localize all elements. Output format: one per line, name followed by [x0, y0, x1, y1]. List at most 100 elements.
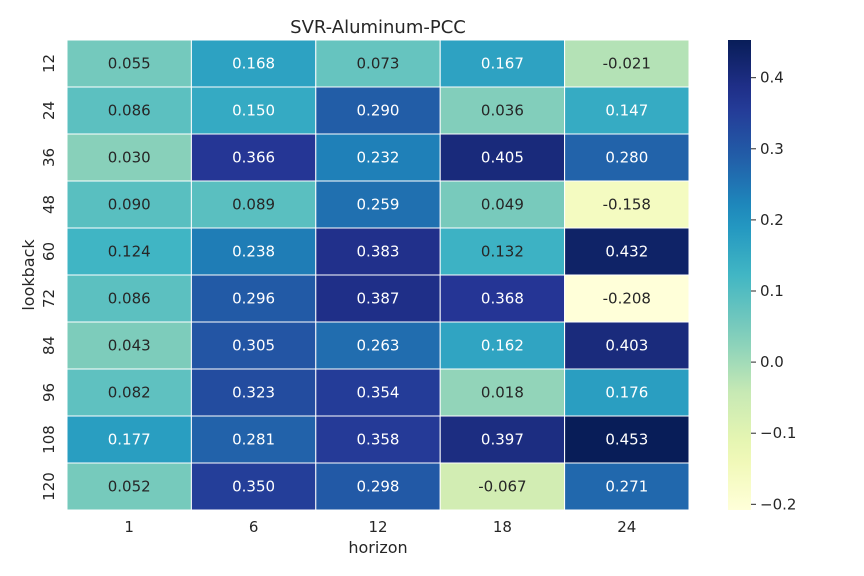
- heatmap-cell: [66, 368, 192, 417]
- cell-value-label: 0.232: [357, 149, 400, 167]
- cell-value-label: 0.383: [357, 243, 400, 261]
- y-tick-label: 72: [40, 289, 58, 308]
- y-tick-label: 24: [40, 101, 58, 120]
- y-tick-label: 84: [40, 336, 58, 355]
- cell-value-label: -0.208: [603, 290, 651, 308]
- colorbar-tick-label: −0.2: [760, 495, 796, 513]
- heatmap-cell: [564, 133, 690, 182]
- heatmap-cell: [564, 368, 690, 417]
- y-tick-label: 108: [40, 425, 58, 454]
- y-tick-label: 96: [40, 383, 58, 402]
- cell-value-label: 0.086: [108, 102, 151, 120]
- heatmap-cell: [564, 86, 690, 135]
- heatmap-cell: [315, 227, 441, 276]
- heatmap-cell: [564, 274, 690, 323]
- cell-value-label: 0.168: [232, 55, 275, 73]
- heatmap-cell: [66, 321, 192, 370]
- y-tick-label: 120: [40, 472, 58, 501]
- heatmap-cell: [190, 227, 317, 276]
- x-axis-title: horizon: [348, 538, 407, 557]
- heatmap-cell: [66, 462, 192, 511]
- cell-value-label: 0.177: [108, 431, 151, 449]
- heatmap-cell: [190, 274, 317, 323]
- heatmap-cell: [66, 227, 192, 276]
- heatmap-cell: [66, 180, 192, 229]
- x-tick-label: 1: [124, 518, 134, 536]
- heatmap-cell: [439, 274, 566, 323]
- heatmap-cell: [315, 86, 441, 135]
- chart-title: SVR-Aluminum-PCC: [290, 17, 466, 38]
- heatmap-cell: [439, 368, 566, 417]
- colorbar-ticks: 0.4 0.3 0.2 0.1 0.0 −0.1 −0.2: [751, 69, 796, 513]
- y-axis-title: lookback: [19, 239, 38, 311]
- heatmap-cell: [439, 133, 566, 182]
- heatmap-cell: [315, 274, 441, 323]
- cell-value-label: 0.036: [481, 102, 524, 120]
- cell-value-label: 0.089: [232, 196, 275, 214]
- cell-value-label: 0.281: [232, 431, 275, 449]
- y-tick-label: 48: [40, 195, 58, 214]
- heatmap-cell: [190, 462, 317, 511]
- cell-value-label: 0.090: [108, 196, 151, 214]
- cell-value-label: 0.368: [481, 290, 524, 308]
- y-tick-label: 12: [40, 54, 58, 73]
- colorbar: [728, 40, 751, 510]
- cell-value-label: 0.387: [357, 290, 400, 308]
- cell-value-label: 0.124: [108, 243, 151, 261]
- heatmap-cell: [66, 86, 192, 135]
- cell-value-label: 0.049: [481, 196, 524, 214]
- cell-value-label: 0.073: [357, 55, 400, 73]
- cell-value-label: 0.298: [357, 478, 400, 496]
- heatmap-cell: [315, 462, 441, 511]
- cell-value-label: 0.238: [232, 243, 275, 261]
- y-axis-ticks: 12 24 36 48 60 72 84 96 108 120: [40, 54, 58, 501]
- cell-value-label: 0.150: [232, 102, 275, 120]
- x-tick-label: 24: [617, 518, 636, 536]
- cell-value-label: 0.432: [605, 243, 648, 261]
- cell-value-label: 0.055: [108, 55, 151, 73]
- cell-value-label: 0.082: [108, 384, 151, 402]
- x-tick-label: 18: [493, 518, 512, 536]
- cell-value-label: -0.021: [603, 55, 651, 73]
- cell-value-label: 0.358: [357, 431, 400, 449]
- cell-value-label: 0.263: [357, 337, 400, 355]
- heatmap-cell: [315, 180, 441, 229]
- cell-value-label: 0.030: [108, 149, 151, 167]
- heatmap-cell: [564, 180, 690, 229]
- cell-value-label: 0.147: [605, 102, 648, 120]
- heatmap-cell: [315, 415, 441, 464]
- cell-value-label: 0.018: [481, 384, 524, 402]
- heatmap-cell: [564, 462, 690, 511]
- cell-value-label: 0.350: [232, 478, 275, 496]
- cell-value-label: 0.354: [357, 384, 400, 402]
- heatmap-cell: [439, 180, 566, 229]
- heatmap-cell: [439, 39, 566, 88]
- x-tick-label: 6: [249, 518, 259, 536]
- cell-value-label: 0.132: [481, 243, 524, 261]
- heatmap-cells: 0.055 0.168 0.073 0.167 -0.021 0.086 0.150 0.29…: [66, 39, 690, 511]
- heatmap-cell: [66, 39, 192, 88]
- cell-value-label: -0.158: [603, 196, 651, 214]
- cell-value-label: 0.403: [605, 337, 648, 355]
- colorbar-tick-label: 0.1: [760, 282, 784, 300]
- heatmap-cell: [190, 368, 317, 417]
- cell-value-label: 0.305: [232, 337, 275, 355]
- heatmap-cell: [439, 462, 566, 511]
- heatmap-cell: [190, 39, 317, 88]
- cell-value-label: 0.162: [481, 337, 524, 355]
- cell-value-label: 0.167: [481, 55, 524, 73]
- cell-value-label: -0.067: [478, 478, 526, 496]
- cell-value-label: 0.405: [481, 149, 524, 167]
- x-axis-ticks: 1 6 12 18 24: [124, 518, 636, 536]
- cell-value-label: 0.397: [481, 431, 524, 449]
- x-tick-label: 12: [368, 518, 387, 536]
- heatmap-cell: [315, 368, 441, 417]
- colorbar-tick-label: 0.3: [760, 140, 784, 158]
- cell-value-label: 0.290: [357, 102, 400, 120]
- cell-value-label: 0.259: [357, 196, 400, 214]
- cell-value-label: 0.176: [605, 384, 648, 402]
- colorbar-tick-label: −0.1: [760, 424, 796, 442]
- cell-value-label: 0.323: [232, 384, 275, 402]
- cell-value-label: 0.043: [108, 337, 151, 355]
